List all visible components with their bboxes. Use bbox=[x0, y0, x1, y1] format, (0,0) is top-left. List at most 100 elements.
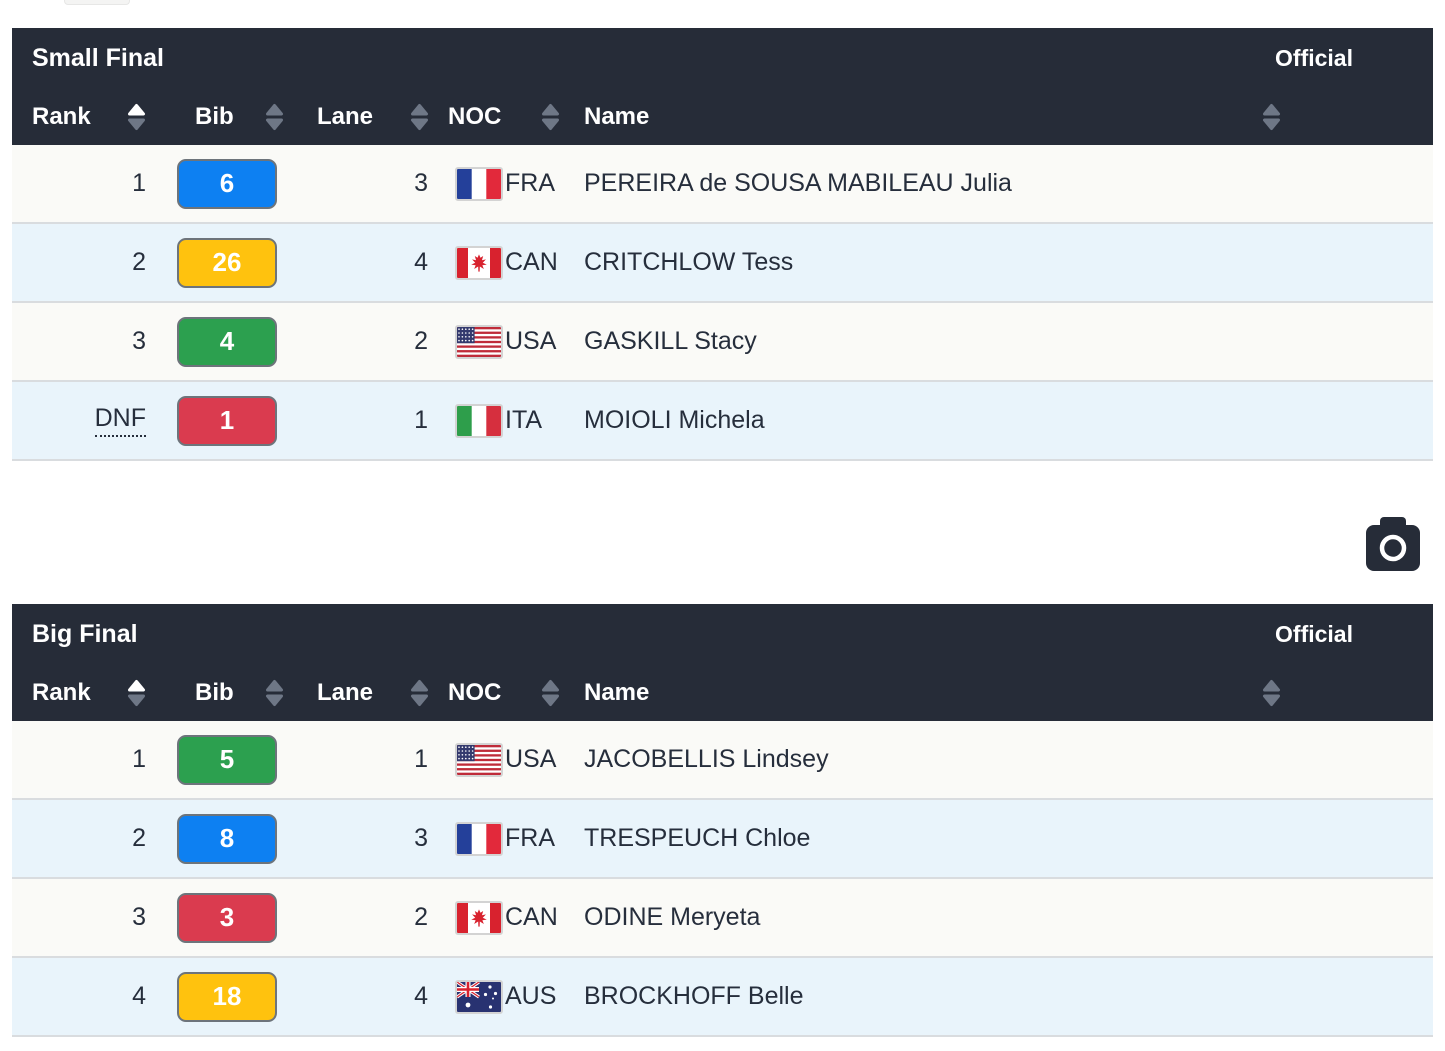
col-header-lane[interactable]: Lane bbox=[317, 678, 374, 706]
col-header-bib[interactable]: Bib bbox=[195, 102, 234, 130]
bib-badge: 1 bbox=[177, 395, 277, 446]
table-row: DNF 1 1 ITA MOIOLI Michela bbox=[12, 382, 1433, 461]
lane-value: 4 bbox=[414, 982, 428, 1010]
rank-value: 3 bbox=[132, 903, 146, 931]
lane-value: 2 bbox=[414, 327, 428, 355]
flag-cell bbox=[455, 303, 503, 380]
col-header-name[interactable]: Name bbox=[584, 678, 650, 706]
athlete-name: CRITCHLOW Tess bbox=[584, 248, 794, 276]
col-header-rank[interactable]: Rank bbox=[32, 102, 91, 130]
bib-number: 6 bbox=[219, 168, 235, 198]
athlete-name: JACOBELLIS Lindsey bbox=[584, 745, 829, 773]
sort-icon[interactable] bbox=[410, 102, 429, 131]
rank-value: 3 bbox=[132, 327, 146, 355]
table-row: 2 8 3 FRA TRESPEUCH Chloe bbox=[12, 800, 1433, 879]
table-row: 3 4 2 USA GASKILL Stacy bbox=[12, 303, 1433, 382]
rank-value: 2 bbox=[132, 824, 146, 852]
rank-cell: 2 bbox=[32, 800, 146, 877]
bib-badge: 26 bbox=[177, 237, 277, 288]
sort-icon[interactable] bbox=[127, 678, 146, 707]
sort-icon[interactable] bbox=[265, 678, 284, 707]
rank-cell: 2 bbox=[32, 224, 146, 301]
flag-ita-icon bbox=[455, 403, 503, 438]
name-cell: BROCKHOFF Belle bbox=[584, 958, 1417, 1035]
athlete-name: MOIOLI Michela bbox=[584, 406, 765, 434]
sort-icon[interactable] bbox=[541, 102, 560, 131]
col-header-noc[interactable]: NOC bbox=[448, 102, 502, 130]
flag-fra-icon bbox=[455, 821, 503, 856]
table-row: 2 26 4 CAN CRITCHLOW Tess bbox=[12, 224, 1433, 303]
lane-cell: 1 bbox=[338, 382, 428, 459]
flag-cell bbox=[455, 382, 503, 459]
lane-cell: 2 bbox=[338, 303, 428, 380]
dnf-label[interactable]: DNF bbox=[94, 404, 146, 437]
bib-number: 1 bbox=[219, 405, 235, 435]
lane-cell: 1 bbox=[338, 721, 428, 798]
athlete-name: GASKILL Stacy bbox=[584, 327, 757, 355]
noc-code: CAN bbox=[505, 903, 558, 931]
flag-cell bbox=[455, 224, 503, 301]
big-final-table: Big Final Official Rank Bib Lane NOC Name 1 5… bbox=[12, 604, 1433, 1037]
athlete-name: ODINE Meryeta bbox=[584, 903, 761, 931]
name-cell: JACOBELLIS Lindsey bbox=[584, 721, 1417, 798]
flag-can-icon bbox=[455, 900, 503, 935]
col-header-noc[interactable]: NOC bbox=[448, 678, 502, 706]
table-body: 1 6 3 FRA PEREIRA de SOUSA MABILEAU Julia 2 26… bbox=[12, 145, 1433, 461]
sort-icon[interactable] bbox=[1262, 102, 1281, 131]
lane-cell: 2 bbox=[338, 879, 428, 956]
sort-icon[interactable] bbox=[1262, 678, 1281, 707]
lane-cell: 3 bbox=[338, 800, 428, 877]
table-row: 3 3 2 CAN ODINE Meryeta bbox=[12, 879, 1433, 958]
athlete-name: PEREIRA de SOUSA MABILEAU Julia bbox=[584, 169, 1012, 197]
rank-cell: 3 bbox=[32, 879, 146, 956]
flag-cell bbox=[455, 958, 503, 1035]
rank-value: 2 bbox=[132, 248, 146, 276]
table-title-row: Big Final Official bbox=[12, 604, 1433, 664]
noc-cell: FRA bbox=[505, 145, 555, 222]
noc-code: AUS bbox=[505, 982, 557, 1010]
bib-number: 18 bbox=[212, 981, 242, 1011]
flag-cell bbox=[455, 879, 503, 956]
table-row: 1 5 1 USA JACOBELLIS Lindsey bbox=[12, 721, 1433, 800]
lane-value: 1 bbox=[414, 406, 428, 434]
name-cell: ODINE Meryeta bbox=[584, 879, 1417, 956]
col-header-name[interactable]: Name bbox=[584, 102, 650, 130]
lane-value: 1 bbox=[414, 745, 428, 773]
col-header-rank[interactable]: Rank bbox=[32, 678, 91, 706]
noc-code: USA bbox=[505, 745, 557, 773]
camera-icon bbox=[1366, 517, 1420, 571]
sort-icon[interactable] bbox=[127, 102, 146, 131]
table-title-row: Small Final Official bbox=[12, 28, 1433, 88]
noc-code: ITA bbox=[505, 406, 543, 434]
noc-code: FRA bbox=[505, 824, 555, 852]
lane-value: 3 bbox=[414, 824, 428, 852]
name-cell: TRESPEUCH Chloe bbox=[584, 800, 1417, 877]
noc-cell: USA bbox=[505, 303, 556, 380]
noc-code: USA bbox=[505, 327, 557, 355]
table-row: 4 18 4 AUS BROCKHOFF Belle bbox=[12, 958, 1433, 1037]
noc-cell: CAN bbox=[505, 879, 558, 956]
sort-icon[interactable] bbox=[410, 678, 429, 707]
col-header-bib[interactable]: Bib bbox=[195, 678, 234, 706]
table-header: Big Final Official Rank Bib Lane NOC Name bbox=[12, 604, 1433, 721]
rank-value: 1 bbox=[132, 745, 146, 773]
lane-value: 3 bbox=[414, 169, 428, 197]
official-status: Official bbox=[1275, 44, 1353, 71]
rank-cell: 3 bbox=[32, 303, 146, 380]
rank-cell: 1 bbox=[32, 721, 146, 798]
table-body: 1 5 1 USA JACOBELLIS Lindsey 2 8 3 FRA TRESPEUCH … bbox=[12, 721, 1433, 1037]
bib-badge: 6 bbox=[177, 158, 277, 209]
col-header-lane[interactable]: Lane bbox=[317, 102, 374, 130]
flag-usa-icon bbox=[455, 324, 503, 359]
rank-value: 4 bbox=[132, 982, 146, 1010]
lane-cell: 4 bbox=[338, 224, 428, 301]
camera-button[interactable] bbox=[1366, 517, 1420, 574]
sort-icon[interactable] bbox=[541, 678, 560, 707]
column-header-row: Rank Bib Lane NOC Name bbox=[12, 664, 1433, 721]
column-header-row: Rank Bib Lane NOC Name bbox=[12, 88, 1433, 145]
name-cell: MOIOLI Michela bbox=[584, 382, 1417, 459]
small-final-table: Small Final Official Rank Bib Lane NOC Name … bbox=[12, 28, 1433, 461]
noc-cell: AUS bbox=[505, 958, 556, 1035]
sort-icon[interactable] bbox=[265, 102, 284, 131]
truncated-element-top bbox=[64, 0, 130, 5]
